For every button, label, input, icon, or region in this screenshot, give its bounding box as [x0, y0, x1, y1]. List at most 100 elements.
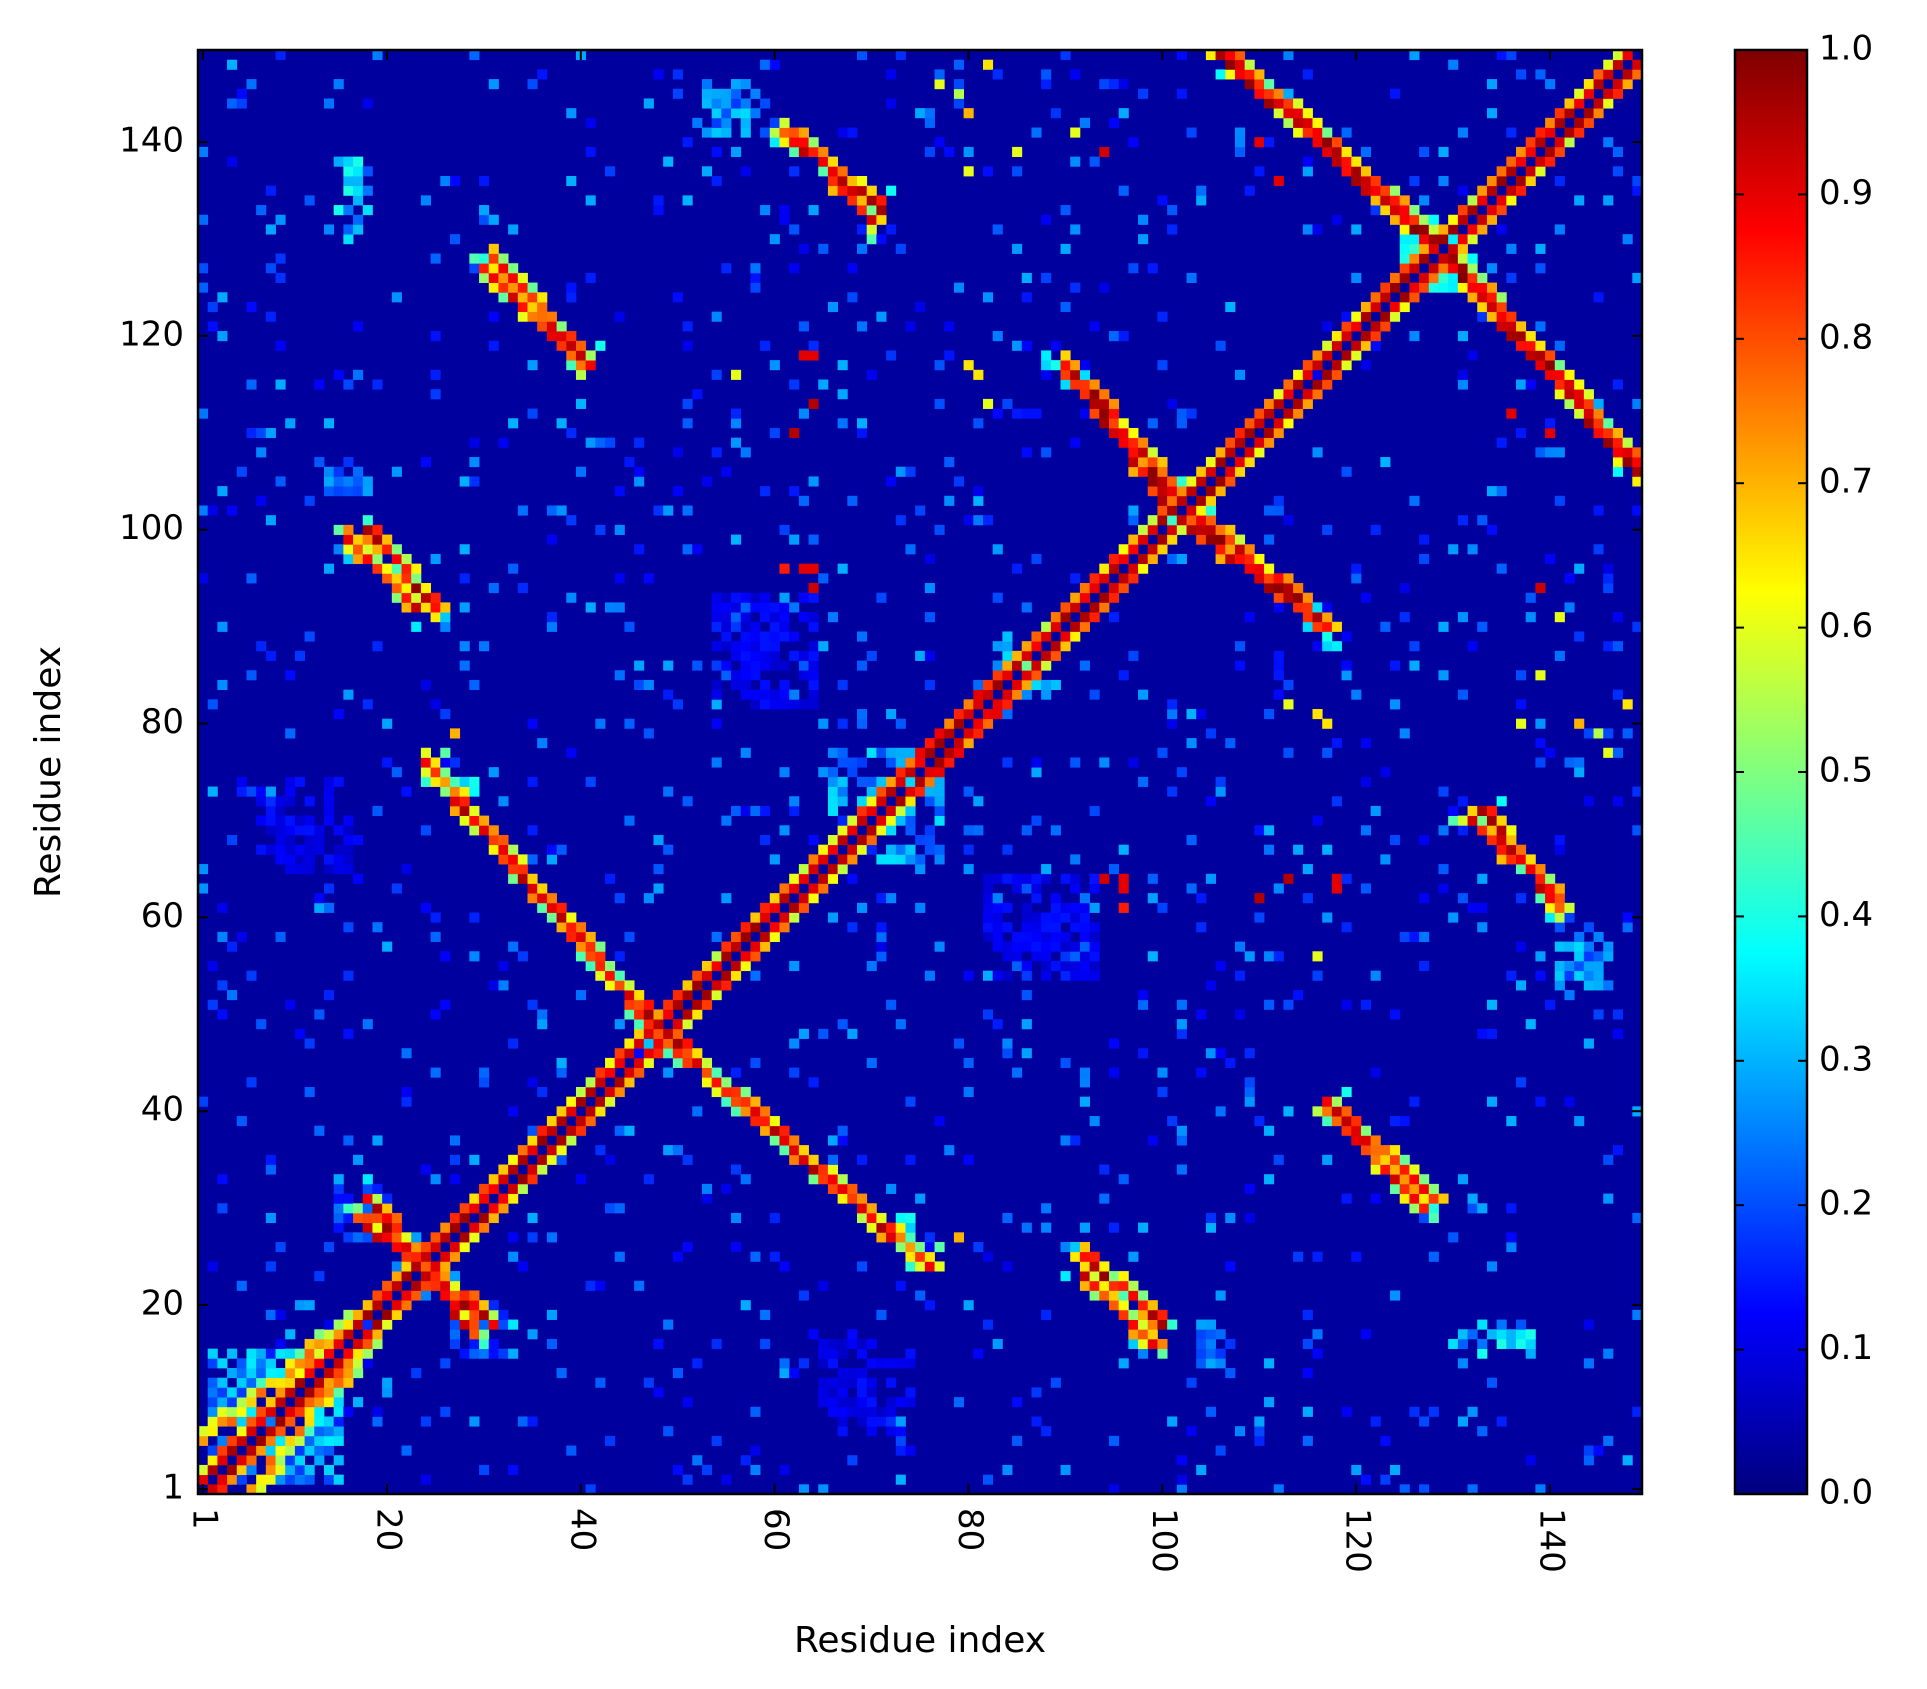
heatmap-cell: [1234, 127, 1246, 138]
heatmap-cell: [362, 553, 373, 565]
heatmap-cell: [1264, 437, 1275, 448]
heatmap-cell: [837, 786, 848, 797]
heatmap-cell: [353, 1203, 364, 1214]
heatmap-cell: [556, 331, 567, 342]
heatmap-cell: [1021, 1222, 1032, 1233]
heatmap-cell: [508, 1038, 519, 1049]
heatmap-cell: [304, 1387, 315, 1398]
heatmap-cell: [517, 951, 528, 962]
heatmap-cell: [362, 166, 373, 177]
heatmap-cell: [343, 844, 354, 855]
heatmap-cell: [275, 1348, 286, 1359]
heatmap-cell: [808, 834, 819, 846]
heatmap-cell: [798, 495, 809, 506]
heatmap-cell: [1322, 1096, 1333, 1107]
heatmap-cell: [1293, 369, 1304, 380]
heatmap-cell: [663, 844, 674, 855]
heatmap-cell: [886, 747, 897, 758]
heatmap-cell: [1477, 621, 1488, 632]
heatmap-cell: [1021, 825, 1032, 836]
heatmap-cell: [672, 999, 683, 1010]
heatmap-cell: [1293, 117, 1304, 128]
heatmap-cell: [1215, 534, 1226, 545]
heatmap-cell: [982, 59, 994, 70]
heatmap-cell: [924, 1300, 935, 1311]
heatmap-cell: [653, 1038, 664, 1049]
heatmap-cell: [1205, 486, 1216, 497]
heatmap-cell: [837, 864, 848, 875]
heatmap-cell: [1516, 340, 1527, 351]
heatmap-cell: [430, 331, 441, 342]
heatmap-cell: [1331, 738, 1342, 749]
heatmap-cell: [323, 1445, 335, 1456]
heatmap-cell: [798, 612, 809, 623]
heatmap-cell: [382, 1203, 393, 1214]
heatmap-cell: [479, 1212, 490, 1224]
heatmap-cell: [1574, 379, 1585, 390]
heatmap-cell: [401, 1096, 412, 1107]
heatmap-cell: [1535, 166, 1546, 177]
heatmap-cell: [789, 873, 800, 884]
heatmap-cell: [343, 205, 354, 216]
heatmap-cell: [411, 1290, 422, 1301]
heatmap-cell: [1457, 825, 1468, 836]
heatmap-cell: [1360, 360, 1372, 371]
heatmap-cell: [595, 340, 606, 351]
heatmap-cell: [1128, 1338, 1139, 1350]
heatmap-cell: [827, 185, 839, 196]
heatmap-cell: [265, 786, 276, 797]
heatmap-cell: [1089, 960, 1100, 972]
heatmap-cell: [537, 69, 548, 80]
heatmap-cell: [605, 1057, 616, 1068]
heatmap-cell: [1583, 88, 1594, 99]
heatmap-cell: [1196, 495, 1207, 506]
heatmap-cell: [1467, 234, 1478, 245]
heatmap-cell: [1186, 408, 1197, 419]
heatmap-cell: [789, 1067, 800, 1078]
heatmap-cell: [227, 1435, 238, 1446]
heatmap-cell: [353, 1309, 364, 1320]
heatmap-cell: [992, 902, 1003, 913]
heatmap-cell: [1264, 88, 1275, 99]
heatmap-cell: [1070, 970, 1081, 981]
heatmap-cell: [1176, 1028, 1187, 1039]
heatmap-cell: [1254, 1116, 1265, 1127]
heatmap-cell: [1477, 1028, 1488, 1039]
heatmap-cell: [1535, 156, 1546, 167]
heatmap-cell: [488, 1348, 499, 1359]
heatmap-cell: [663, 1145, 674, 1156]
heatmap-cell: [847, 757, 858, 768]
heatmap-cell: [1070, 960, 1081, 972]
heatmap-cell: [1050, 893, 1061, 904]
heatmap-cell: [1622, 1455, 1633, 1466]
heatmap-cell: [1041, 931, 1052, 942]
heatmap-cell: [1341, 1125, 1352, 1136]
heatmap-cell: [1108, 331, 1120, 342]
heatmap-cell: [837, 360, 848, 371]
heatmap-cell: [343, 825, 354, 836]
heatmap-cell: [1021, 670, 1032, 681]
heatmap-cell: [1089, 321, 1100, 332]
heatmap-cell: [1593, 931, 1604, 942]
heatmap-cell: [837, 127, 848, 138]
colorbar-tick-label: 0.8: [1819, 317, 1873, 357]
heatmap-cell: [1419, 195, 1430, 206]
heatmap-cell: [1002, 689, 1013, 700]
heatmap-cell: [924, 583, 935, 594]
heatmap-cell: [537, 1135, 548, 1146]
heatmap-cell: [343, 834, 354, 846]
heatmap-cell: [837, 418, 848, 429]
heatmap-cell: [1574, 389, 1585, 400]
heatmap-cell: [1545, 418, 1556, 429]
heatmap-cell: [905, 786, 916, 797]
heatmap-cell: [343, 1028, 354, 1039]
heatmap-cell: [1244, 1096, 1255, 1107]
heatmap-cell: [1108, 553, 1120, 565]
heatmap-cell: [953, 709, 965, 720]
heatmap-cell: [944, 747, 955, 758]
heatmap-cell: [1516, 980, 1527, 991]
heatmap-cell: [1457, 1358, 1468, 1369]
heatmap-cell: [789, 263, 800, 274]
heatmap-cell: [343, 1135, 354, 1146]
heatmap-cell: [1419, 282, 1430, 293]
